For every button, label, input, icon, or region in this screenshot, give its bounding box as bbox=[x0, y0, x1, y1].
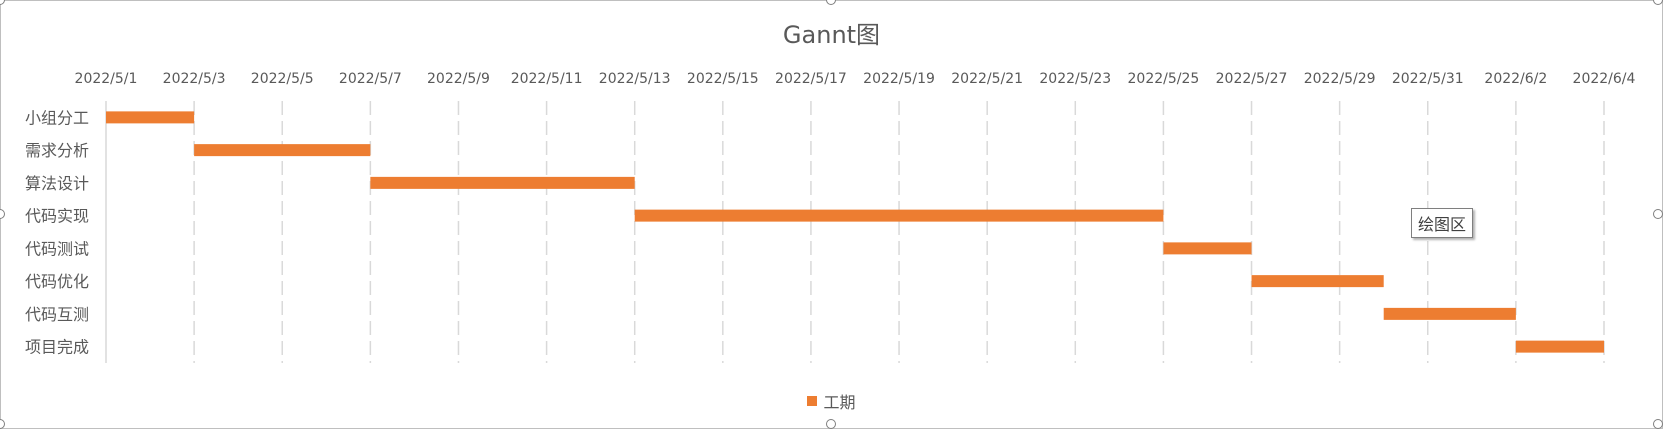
x-tick-label: 2022/5/29 bbox=[1304, 71, 1376, 87]
x-tick-label: 2022/5/17 bbox=[775, 71, 847, 87]
x-tick-label: 2022/5/19 bbox=[863, 71, 935, 87]
x-tick-label: 2022/5/7 bbox=[339, 71, 402, 87]
legend-swatch bbox=[807, 396, 818, 406]
x-tick-label: 2022/5/1 bbox=[75, 71, 138, 87]
tooltip: 绘图区 bbox=[1411, 208, 1474, 238]
x-tick-label: 2022/6/2 bbox=[1484, 71, 1547, 87]
x-tick-label: 2022/5/27 bbox=[1216, 71, 1288, 87]
legend-label: 工期 bbox=[823, 393, 856, 412]
category-label: 代码互测 bbox=[25, 305, 89, 324]
x-tick-label: 2022/6/4 bbox=[1573, 71, 1636, 87]
category-label: 代码优化 bbox=[25, 272, 89, 291]
category-label: 代码实现 bbox=[25, 207, 89, 226]
x-tick-label: 2022/5/25 bbox=[1128, 71, 1200, 87]
gantt-bar bbox=[106, 111, 195, 124]
category-label: 项目完成 bbox=[25, 338, 89, 357]
x-tick-label: 2022/5/21 bbox=[951, 71, 1023, 87]
x-tick-label: 2022/5/23 bbox=[1039, 71, 1111, 87]
gantt-bar bbox=[194, 144, 371, 157]
gantt-bar bbox=[1163, 242, 1252, 255]
category-label: 算法设计 bbox=[25, 174, 89, 193]
x-tick-label: 2022/5/15 bbox=[687, 71, 759, 87]
gantt-bar bbox=[1383, 307, 1516, 320]
x-tick-label: 2022/5/3 bbox=[163, 71, 226, 87]
gantt-bar bbox=[370, 176, 635, 189]
legend: 工期 bbox=[1, 389, 1662, 413]
resize-handle-right[interactable] bbox=[1653, 209, 1663, 219]
x-tick-label: 2022/5/13 bbox=[599, 71, 671, 87]
chart-title: Gannt图 bbox=[782, 21, 881, 49]
gantt-bar bbox=[1515, 340, 1604, 353]
category-label: 需求分析 bbox=[25, 141, 89, 160]
category-label: 代码测试 bbox=[25, 239, 89, 258]
resize-handle-bottom-right[interactable] bbox=[1653, 419, 1663, 429]
x-tick-label: 2022/5/9 bbox=[427, 71, 490, 87]
gantt-bar bbox=[1251, 275, 1384, 288]
resize-handle-bottom[interactable] bbox=[826, 419, 836, 429]
x-tick-label: 2022/5/31 bbox=[1392, 71, 1464, 87]
gantt-bar bbox=[634, 209, 1164, 222]
x-tick-label: 2022/5/11 bbox=[511, 71, 583, 87]
category-label: 小组分工 bbox=[25, 108, 89, 127]
x-tick-label: 2022/5/5 bbox=[251, 71, 314, 87]
